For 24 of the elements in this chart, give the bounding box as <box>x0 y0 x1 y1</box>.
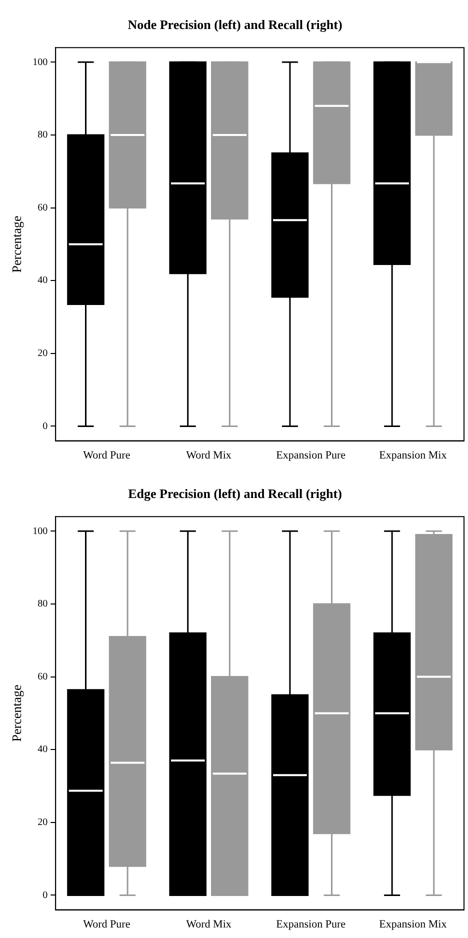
y-tick-label: 60 <box>38 671 48 682</box>
y-axis-title: Percentage <box>9 684 24 742</box>
x-tick-label: Word Mix <box>186 918 232 930</box>
y-tick-label: 100 <box>32 526 48 537</box>
x-tick-label: Expansion Pure <box>276 449 346 462</box>
chart-title: Edge Precision (left) and Recall (right) <box>128 486 342 502</box>
x-tick-label: Word Pure <box>83 918 130 930</box>
x-tick-label: Word Mix <box>186 449 232 462</box>
y-tick-label: 0 <box>42 420 48 432</box>
y-tick-label: 0 <box>42 890 48 901</box>
y-tick-label: 20 <box>38 348 48 360</box>
x-tick-label: Expansion Pure <box>276 918 346 930</box>
y-tick-label: 80 <box>38 598 48 610</box>
y-tick-label: 100 <box>32 56 48 68</box>
x-tick-label: Expansion Mix <box>379 918 448 930</box>
y-tick-label: 40 <box>38 744 48 756</box>
y-tick-label: 80 <box>38 130 48 141</box>
y-tick-label: 20 <box>38 817 48 828</box>
x-tick-label: Expansion Mix <box>379 449 448 462</box>
y-tick-label: 40 <box>38 275 48 286</box>
chart-title: Node Precision (left) and Recall (right) <box>128 17 342 32</box>
x-tick-label: Word Pure <box>83 449 130 462</box>
y-tick-label: 60 <box>38 202 48 214</box>
y-axis-title: Percentage <box>9 215 24 273</box>
